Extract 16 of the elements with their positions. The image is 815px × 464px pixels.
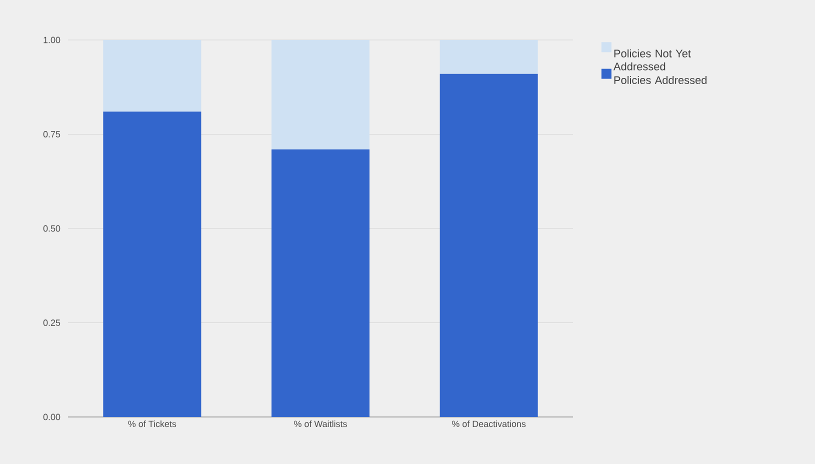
y-tick-label: 0.50 [43, 225, 60, 232]
legend-label: Policies Addressed [614, 76, 707, 84]
legend-label: Policies Not Yet Addressed [613, 49, 691, 70]
bar [272, 40, 370, 150]
y-tick-label: 0.25 [43, 320, 60, 326]
y-tick-label: 0.00 [43, 414, 60, 420]
x-tick-label: % of Tickets [128, 420, 176, 428]
y-tick-label: 0.75 [43, 131, 60, 138]
bar [103, 40, 202, 112]
bar [272, 149, 370, 417]
x-tick-label: % of Waitlists [294, 420, 347, 428]
x-tick-label: % of Deactivations [452, 420, 526, 428]
bar [440, 74, 538, 417]
y-tick-label: 1.00 [44, 36, 60, 44]
bar [103, 112, 202, 417]
bar [440, 40, 538, 74]
